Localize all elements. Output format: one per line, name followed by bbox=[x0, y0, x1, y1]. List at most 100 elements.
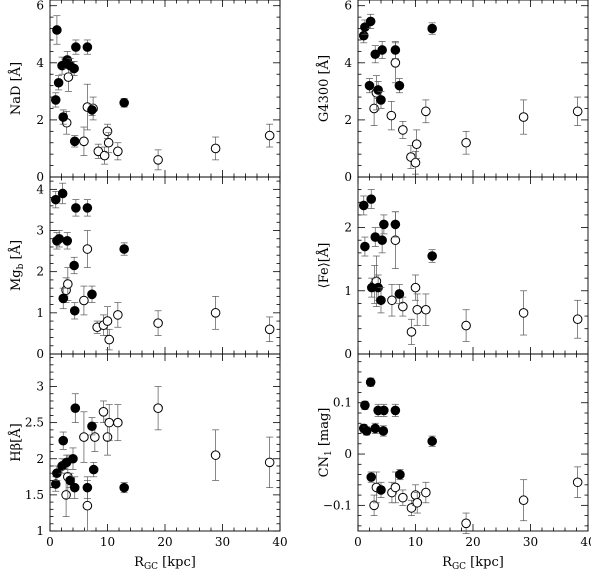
y-tick-label: 0 bbox=[344, 447, 352, 461]
panel-frame bbox=[357, 176, 589, 355]
filled-point bbox=[427, 23, 437, 34]
filled-point bbox=[119, 482, 129, 493]
y-tick-label: 4 bbox=[36, 182, 44, 196]
open-point bbox=[461, 137, 471, 148]
filled-point bbox=[58, 293, 69, 304]
filled-point bbox=[378, 426, 389, 436]
open-point bbox=[518, 112, 529, 122]
open-point bbox=[369, 103, 379, 114]
y-axis-label: G4300 [Å] bbox=[316, 55, 332, 122]
open-point bbox=[61, 490, 71, 500]
filled-point bbox=[360, 22, 370, 32]
filled-point bbox=[427, 436, 437, 447]
filled-point bbox=[57, 188, 68, 199]
filled-point bbox=[87, 421, 97, 432]
filled-point bbox=[53, 77, 64, 88]
filled-point bbox=[54, 233, 65, 244]
filled-point bbox=[370, 423, 381, 434]
open-point bbox=[103, 137, 114, 148]
open-point bbox=[412, 497, 423, 508]
open-point bbox=[153, 318, 163, 328]
x-tick-label: 20 bbox=[157, 535, 172, 549]
filled-point bbox=[376, 95, 386, 105]
x-axis-label: RGC [kpc] bbox=[442, 555, 504, 571]
y-tick-label: 3 bbox=[36, 380, 44, 394]
x-tick-label: 0 bbox=[354, 535, 362, 549]
x-tick-label: 0 bbox=[46, 535, 54, 549]
x-axis-label: RGC [kpc] bbox=[134, 555, 196, 571]
filled-point bbox=[365, 16, 376, 27]
filled-point bbox=[50, 194, 61, 205]
panel-g4300: 0 2 4 6 G4300 [Å] bbox=[316, 0, 589, 184]
y-tick-label: 6 bbox=[344, 0, 352, 13]
filled-point bbox=[364, 80, 375, 91]
filled-point bbox=[358, 200, 369, 211]
x-tick-label: 10 bbox=[408, 535, 423, 549]
filled-point bbox=[394, 80, 405, 91]
open-point bbox=[113, 146, 123, 157]
panel-mgb: 0 1 2 3 4 Mgb [Å] bbox=[8, 176, 281, 361]
open-point bbox=[98, 406, 109, 417]
y-tick-label: 3 bbox=[36, 224, 44, 238]
open-point bbox=[386, 110, 397, 121]
filled-point bbox=[360, 400, 370, 411]
filled-point bbox=[71, 42, 81, 52]
open-point bbox=[104, 334, 115, 345]
y-tick-label: 0 bbox=[36, 347, 44, 361]
filled-point bbox=[366, 472, 377, 482]
open-point bbox=[398, 492, 408, 503]
open-point bbox=[82, 244, 93, 254]
filled-point bbox=[52, 25, 62, 35]
y-axis-label: NaD [Å] bbox=[8, 62, 24, 115]
panel-frame bbox=[49, 176, 281, 355]
open-point bbox=[572, 106, 583, 117]
open-point bbox=[79, 136, 89, 147]
open-point bbox=[398, 301, 408, 312]
open-point bbox=[210, 143, 221, 154]
x-tick-label: 10 bbox=[100, 535, 115, 549]
open-point bbox=[79, 432, 89, 442]
open-point bbox=[264, 324, 275, 335]
y-axis-label: Mgb [Å] bbox=[8, 240, 26, 291]
open-point bbox=[461, 518, 471, 529]
open-point bbox=[153, 155, 163, 165]
open-point bbox=[572, 314, 583, 325]
x-tick-label: 40 bbox=[272, 535, 287, 549]
filled-point bbox=[379, 405, 389, 416]
x-tick-label: 40 bbox=[580, 535, 591, 549]
open-point bbox=[518, 308, 529, 318]
open-point bbox=[79, 295, 89, 306]
y-tick-label: 0 bbox=[36, 170, 44, 184]
filled-point bbox=[58, 112, 69, 122]
open-point bbox=[390, 482, 401, 493]
y-tick-label: 1 bbox=[36, 306, 44, 320]
filled-point bbox=[394, 289, 405, 299]
filled-point bbox=[390, 405, 401, 416]
open-point bbox=[102, 126, 113, 137]
filled-point bbox=[82, 203, 93, 213]
panel-hbeta: 0 10 20 30 40 1 1.5 2 2.5 3 Hβ[Å] RGC [kpc] bbox=[8, 353, 288, 571]
filled-point bbox=[358, 30, 369, 41]
filled-point bbox=[119, 97, 129, 108]
open-point bbox=[387, 295, 397, 306]
open-point bbox=[421, 487, 431, 498]
filled-point bbox=[379, 219, 389, 230]
filled-point bbox=[365, 377, 376, 388]
filled-point bbox=[119, 244, 129, 254]
open-point bbox=[264, 130, 275, 141]
y-tick-label: 0 bbox=[344, 170, 352, 184]
filled-point bbox=[70, 403, 81, 413]
filled-point bbox=[427, 251, 437, 261]
filled-point bbox=[50, 479, 61, 489]
y-tick-label: 1.5 bbox=[25, 488, 44, 502]
filled-point bbox=[390, 45, 401, 55]
open-point bbox=[102, 316, 113, 326]
y-tick-label: 2 bbox=[36, 113, 44, 127]
open-point bbox=[572, 477, 583, 488]
open-point bbox=[421, 304, 431, 315]
panel-frame bbox=[49, 0, 281, 178]
y-tick-label: 6 bbox=[36, 0, 44, 13]
y-tick-label: 0 bbox=[344, 347, 352, 361]
